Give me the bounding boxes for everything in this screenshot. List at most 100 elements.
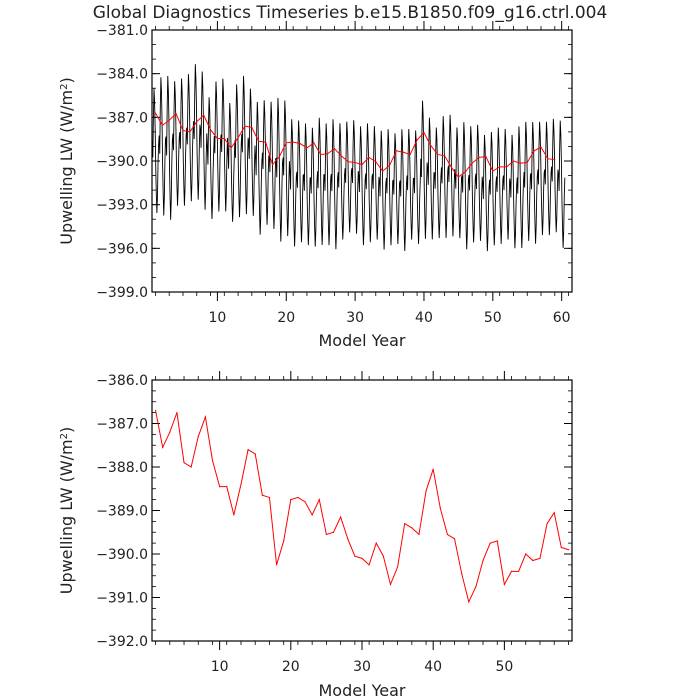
y-tick-label: −389.0 (96, 504, 148, 520)
panel-1: −381.0 −384.0 −387.0 −390.0 −393.0 −396.0 −399… (57, 21, 573, 350)
y-axis-label-superscript: 2 (59, 433, 70, 439)
annual-mean-point (432, 468, 434, 470)
annual-mean-point (532, 559, 534, 562)
annual-mean-point (283, 540, 285, 542)
annual-mean-point (244, 125, 246, 127)
x-tick-label: 10 (211, 659, 229, 675)
annual-mean-point (299, 142, 301, 145)
annual-mean-point (318, 499, 320, 501)
annual-mean-point (425, 490, 427, 492)
y-tick-label: −391.0 (96, 591, 148, 607)
annual-mean-point (471, 162, 473, 164)
annual-mean-point (489, 542, 491, 544)
annual-mean-point (496, 540, 498, 542)
annual-mean-point (297, 496, 299, 499)
annual-mean-point (368, 156, 370, 158)
annual-mean-point (268, 496, 271, 499)
annual-mean-point (354, 555, 356, 557)
annual-mean-point (347, 538, 349, 540)
annual-mean-point (175, 113, 177, 115)
annual-mean-point (554, 158, 556, 161)
x-axis-label: Model Year (319, 681, 406, 700)
annual-mean-series-line (155, 410, 569, 604)
annual-mean-point (361, 557, 363, 559)
annual-mean-point (505, 166, 508, 168)
annual-mean-point (485, 156, 487, 158)
annual-mean-point (189, 131, 191, 133)
annual-mean-point (251, 126, 253, 129)
annual-mean-point (285, 142, 287, 144)
annual-mean-point (540, 146, 542, 148)
x-tick-label: 60 (553, 310, 571, 326)
annual-mean-point (560, 546, 562, 549)
annual-mean-point (197, 435, 199, 438)
annual-mean-point (320, 153, 322, 156)
annual-mean-point (261, 494, 263, 496)
annual-mean-point (389, 583, 392, 586)
annual-mean-point (354, 161, 356, 164)
annual-mean-point (325, 533, 328, 536)
annual-mean-point (240, 483, 242, 485)
annual-mean-point (247, 449, 249, 451)
x-tick-label: 50 (495, 659, 513, 675)
y-axis-label-main: Upwelling LW (W/m (57, 90, 76, 245)
annual-mean-point (499, 166, 501, 168)
annual-mean-point (313, 142, 315, 144)
annual-mean-point (416, 139, 418, 141)
y-tick-label: −388.0 (96, 460, 148, 476)
annual-mean-point (539, 557, 541, 559)
annual-mean-point (161, 124, 163, 126)
y-tick-label: −384.0 (96, 67, 148, 83)
y-axis-label-close: ) (57, 77, 76, 83)
y-tick-label: −387.0 (96, 110, 148, 126)
y-tick-label: −396.0 (96, 241, 148, 257)
annual-mean-point (464, 171, 466, 173)
annual-mean-point (519, 162, 521, 164)
y-axis-label-superscript: 2 (59, 83, 70, 89)
annual-mean-point (404, 522, 406, 525)
panel-2: −386.0 −387.0 −388.0 −389.0 −390.0 −391.0 −392… (57, 371, 573, 700)
annual-mean-point (461, 572, 463, 575)
annual-mean-point (450, 166, 453, 169)
annual-mean-point (382, 170, 384, 172)
annual-mean-point (388, 164, 391, 166)
annual-mean-point (347, 161, 349, 163)
annual-mean-point (254, 453, 256, 455)
annual-mean-point (503, 583, 505, 586)
annual-mean-point (411, 527, 413, 529)
annual-mean-point (482, 559, 484, 562)
annual-mean-point (162, 446, 164, 449)
annual-mean-point (512, 160, 515, 162)
annual-mean-point (168, 119, 170, 121)
annual-mean-point (453, 538, 456, 540)
annual-mean-point (368, 564, 370, 566)
annual-mean-point (468, 601, 470, 603)
annual-mean-point (304, 501, 306, 503)
chart-title: Global Diagnostics Timeseries b.e15.B185… (93, 3, 608, 23)
annual-mean-point (340, 155, 342, 157)
annual-mean-point (223, 137, 225, 140)
annual-mean-point (518, 570, 520, 573)
annual-mean-point (219, 485, 221, 488)
x-tick-label: 10 (208, 310, 226, 326)
annual-mean-point (409, 153, 411, 156)
annual-mean-point (430, 145, 432, 147)
y-axis-label: Upwelling LW (W/m2) (57, 427, 76, 595)
annual-mean-point (439, 507, 441, 509)
annual-mean-point (446, 533, 449, 536)
x-tick-label: 50 (484, 310, 502, 326)
annual-mean-point (176, 412, 178, 414)
y-axis-label-close: ) (57, 427, 76, 433)
plot-frame (151, 379, 573, 642)
annual-mean-point (292, 141, 294, 143)
annual-mean-point (567, 549, 570, 551)
x-axis-label: Model Year (319, 331, 406, 350)
annual-mean-point (230, 147, 232, 149)
y-tick-label: −392.0 (96, 634, 148, 650)
annual-mean-point (553, 512, 555, 514)
y-tick-label: −387.0 (96, 417, 148, 433)
y-tick-label: −390.0 (96, 547, 148, 563)
annual-mean-point (211, 459, 214, 462)
annual-mean-point (182, 129, 184, 132)
annual-mean-point (204, 416, 206, 418)
